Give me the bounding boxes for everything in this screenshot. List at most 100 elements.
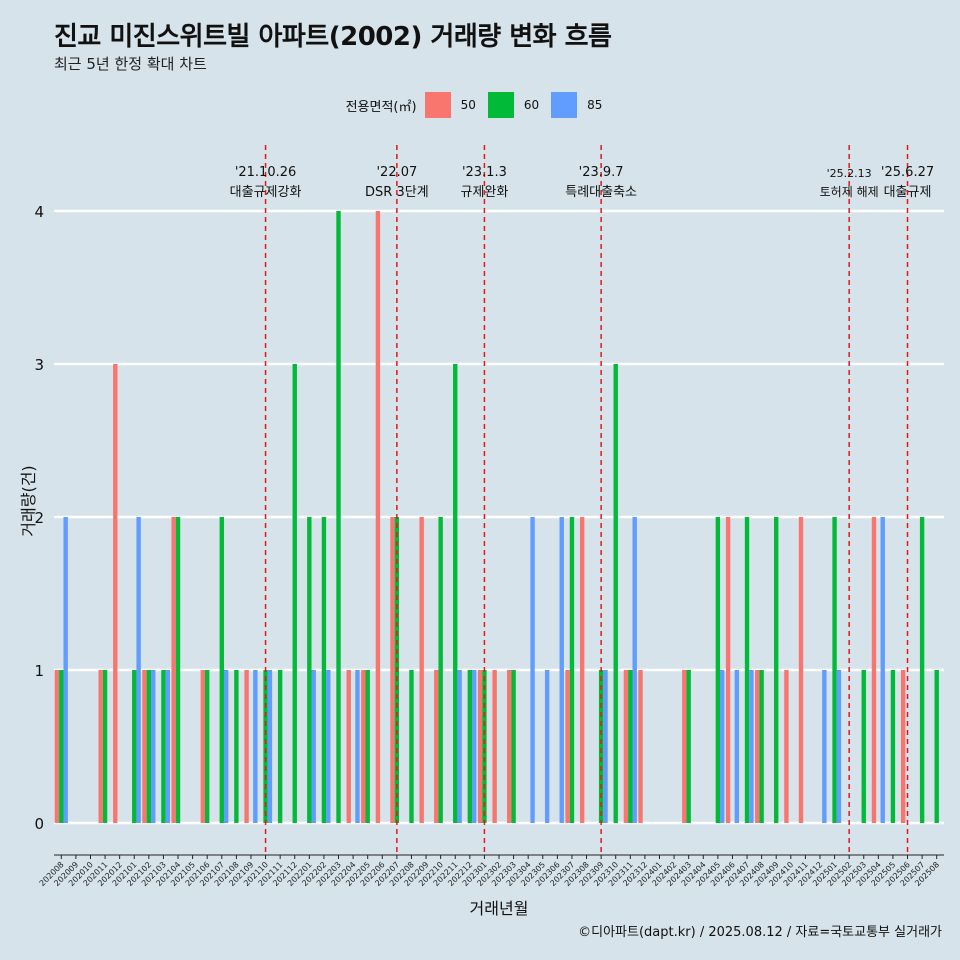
bar-50-202504: [871, 517, 877, 823]
bar-60-202310: [613, 364, 618, 823]
event-name-label: 특례대출축소: [565, 185, 637, 200]
bar-50-202106: [200, 670, 206, 823]
bar-50-202301: [477, 670, 483, 823]
bar-50-202008: [54, 670, 60, 823]
bar-50-202403: [682, 670, 687, 823]
bar-85-202201: [311, 670, 316, 823]
bar-85-202109: [253, 670, 258, 823]
bar-60-202501: [832, 517, 837, 823]
bar-60-202106: [205, 670, 210, 823]
legend-item-85: 85: [551, 92, 602, 118]
event-date-label: '23.1.3: [462, 165, 507, 180]
bar-50-202206: [375, 211, 381, 823]
bar-85-202103: [165, 670, 170, 823]
bar-60-202202: [321, 517, 327, 823]
legend-item-60: 60: [487, 92, 539, 118]
bar-60-202201: [307, 517, 312, 823]
bar-50-202312: [638, 670, 643, 823]
legend-item-50: 50: [424, 92, 476, 118]
bar-50-202411: [798, 517, 804, 823]
chart-title: 진교 미진스위트빌 아파트(2002) 거래량 변화 흐름: [54, 22, 612, 52]
legend-swatch-85: [551, 92, 578, 118]
bar-60-202303: [511, 670, 516, 823]
event-date-label: '25.6.27: [881, 165, 934, 180]
bar-85-202501: [836, 670, 842, 823]
source-caption: ©디아파트(dapt.kr) / 2025.08.12 / 자료=국토교통부 실…: [578, 925, 942, 940]
bar-85-202405: [720, 670, 725, 823]
bar-85-202412: [822, 670, 827, 823]
y-tick-label: 2: [34, 509, 44, 527]
event-date-label: '23.9.7: [579, 165, 624, 180]
bar-50-202302: [492, 670, 497, 823]
bar-50-202408: [755, 670, 760, 823]
bar-60-202208: [409, 670, 414, 823]
bar-60-202311: [628, 670, 633, 823]
bar-85-202504: [880, 517, 885, 823]
bar-60-202405: [715, 517, 721, 823]
bar-85-202306: [559, 517, 564, 823]
bar-85-202107: [223, 670, 229, 823]
bar-85-202211: [457, 670, 462, 823]
bar-50-202209: [419, 517, 424, 823]
y-tick-label: 0: [34, 815, 44, 833]
bar-50-202204: [346, 670, 351, 823]
bar-60-202205: [365, 670, 370, 823]
event-date-label: '21.10.26: [235, 165, 296, 180]
bar-85-202304: [530, 517, 535, 823]
bar-85-202101: [136, 517, 141, 823]
bar-50-202307: [565, 670, 570, 823]
x-axis-title: 거래년월: [470, 899, 529, 918]
bar-60-202409: [774, 517, 779, 823]
bar-60-202505: [890, 670, 896, 823]
bar-60-202408: [759, 670, 764, 823]
bar-60-202211: [453, 364, 458, 823]
bar-85-202311: [632, 517, 637, 823]
bar-60-202008: [59, 670, 64, 823]
legend-label-50: 50: [460, 98, 476, 112]
y-axis-title: 거래량(건): [19, 465, 38, 536]
legend-swatch-50: [424, 92, 451, 118]
bar-50-202406: [725, 517, 731, 823]
bar-85-202406: [734, 670, 740, 823]
bar-60-202301: [482, 670, 487, 823]
bar-50-202210: [434, 670, 439, 823]
y-tick-label: 3: [34, 356, 44, 374]
event-name-label: 대출규제강화: [230, 185, 302, 200]
legend-title: 전용면적(㎡): [345, 99, 417, 115]
event-name-label: 규제완화: [460, 185, 508, 200]
y-tick-label: 1: [34, 662, 44, 680]
y-tick-label: 4: [34, 203, 44, 221]
bar-60-202110: [263, 670, 268, 823]
chart-subtitle: 최근 5년 한정 확대 차트: [54, 55, 207, 73]
bar-60-202112: [292, 364, 297, 823]
bar-50-202012: [113, 364, 118, 823]
bar-50-202109: [244, 670, 249, 823]
bar-50-202410: [784, 670, 789, 823]
bar-60-202503: [861, 670, 866, 823]
bar-85-202110: [267, 670, 273, 823]
event-name-label: 토허제 해제: [820, 185, 879, 199]
bar-50-202308: [579, 517, 585, 823]
bar-50-202303: [507, 670, 512, 823]
bar-60-202108: [234, 670, 239, 823]
bar-50-202104: [171, 517, 176, 823]
bar-60-202203: [336, 211, 341, 823]
bar-50-202011: [98, 670, 103, 823]
bar-60-202111: [277, 670, 283, 823]
event-date-label: '22.07: [376, 165, 417, 180]
bar-60-202103: [161, 670, 166, 823]
bar-50-202311: [623, 670, 629, 823]
legend-swatch-60: [487, 92, 514, 118]
bar-60-202508: [934, 670, 939, 823]
bar-60-202309: [598, 670, 604, 823]
event-date-label: '25.2.13: [827, 167, 872, 180]
bar-85-202212: [472, 670, 477, 823]
bar-60-202101: [132, 670, 137, 823]
bar-85-202309: [603, 670, 608, 823]
bar-50-202205: [361, 670, 366, 823]
bar-60-202210: [438, 517, 443, 823]
bar-85-202305: [544, 670, 550, 823]
bar-50-202506: [900, 670, 906, 823]
bar-50-202102: [142, 670, 147, 823]
